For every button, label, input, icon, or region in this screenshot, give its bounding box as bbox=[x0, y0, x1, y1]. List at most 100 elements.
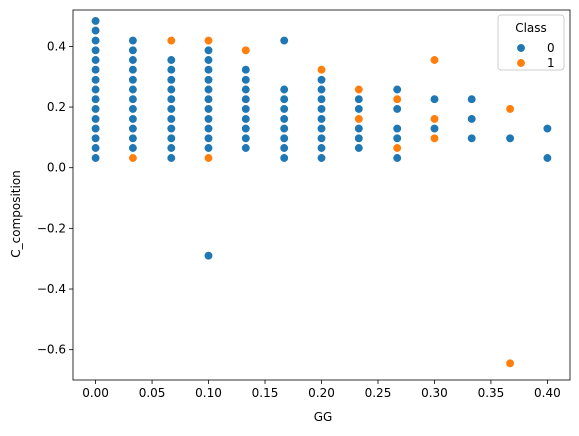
x-tick-label-3: 0.15 bbox=[252, 386, 279, 400]
data-point-class-0-55 bbox=[241, 94, 251, 104]
data-point-class-0-39 bbox=[203, 133, 214, 143]
data-point-class-0-27 bbox=[166, 153, 176, 163]
data-point-class-1-13 bbox=[505, 104, 515, 114]
data-point-class-0-28 bbox=[166, 143, 176, 153]
data-point-class-0-25 bbox=[128, 45, 138, 55]
data-point-class-0-80 bbox=[354, 104, 364, 114]
x-tick-label-5: 0.25 bbox=[365, 386, 392, 400]
legend-marker-class-0 bbox=[516, 43, 526, 53]
data-point-class-0-41 bbox=[203, 114, 214, 124]
data-point-class-0-89 bbox=[467, 133, 477, 143]
x-tick-label-4: 0.20 bbox=[308, 386, 335, 400]
data-point-class-0-78 bbox=[354, 133, 364, 143]
data-point-class-0-62 bbox=[279, 123, 289, 134]
data-point-class-1-10 bbox=[429, 55, 440, 65]
data-point-class-1-9 bbox=[392, 143, 402, 153]
data-point-class-0-93 bbox=[542, 153, 553, 163]
data-point-class-0-87 bbox=[429, 123, 440, 134]
data-point-class-1-12 bbox=[429, 133, 440, 143]
x-axis-label: GG bbox=[314, 410, 333, 424]
legend-marker-class-1 bbox=[516, 58, 526, 68]
x-tick-label-7: 0.35 bbox=[478, 386, 505, 400]
y-tick-label-1: −0.4 bbox=[37, 282, 66, 296]
data-point-class-0-81 bbox=[354, 94, 364, 104]
data-point-class-0-35 bbox=[166, 75, 176, 85]
data-point-class-1-11 bbox=[429, 114, 440, 124]
data-point-class-0-33 bbox=[166, 94, 176, 104]
y-tick-label-3: 0.0 bbox=[47, 161, 66, 175]
data-point-class-0-71 bbox=[316, 123, 327, 134]
data-point-class-0-26 bbox=[128, 35, 138, 46]
legend-label-class-0: 0 bbox=[547, 41, 555, 55]
data-point-class-0-86 bbox=[392, 84, 402, 95]
data-point-class-0-77 bbox=[354, 143, 364, 153]
data-point-class-0-82 bbox=[392, 153, 402, 163]
x-tick-label-8: 0.40 bbox=[534, 386, 561, 400]
data-point-class-0-50 bbox=[241, 143, 251, 153]
data-point-class-0-21 bbox=[128, 84, 138, 95]
data-point-class-0-8 bbox=[90, 75, 101, 85]
data-point-class-0-19 bbox=[128, 104, 138, 114]
data-point-class-0-9 bbox=[90, 65, 101, 75]
y-tick-label-4: 0.2 bbox=[47, 100, 66, 114]
data-point-class-0-5 bbox=[90, 104, 101, 114]
data-point-class-0-10 bbox=[90, 55, 101, 65]
data-point-class-0-88 bbox=[429, 94, 440, 104]
data-point-class-0-61 bbox=[279, 133, 289, 143]
data-point-class-0-42 bbox=[203, 104, 214, 114]
data-point-class-0-32 bbox=[166, 104, 176, 114]
data-point-class-0-18 bbox=[128, 114, 138, 124]
data-point-class-0-73 bbox=[316, 104, 327, 114]
data-point-class-0-57 bbox=[241, 75, 251, 85]
data-point-class-0-51 bbox=[241, 133, 251, 143]
data-point-class-0-58 bbox=[241, 65, 251, 75]
data-point-class-0-40 bbox=[203, 123, 214, 134]
data-point-class-0-70 bbox=[316, 133, 327, 143]
data-point-class-0-6 bbox=[90, 94, 101, 104]
data-point-class-0-13 bbox=[90, 25, 101, 36]
data-point-class-0-84 bbox=[392, 123, 402, 134]
data-point-class-0-20 bbox=[128, 94, 138, 104]
data-point-class-0-54 bbox=[241, 104, 251, 114]
data-point-class-0-31 bbox=[166, 114, 176, 124]
data-point-class-0-0 bbox=[90, 153, 101, 163]
data-point-class-0-38 bbox=[203, 143, 214, 153]
data-point-class-0-72 bbox=[316, 114, 327, 124]
y-tick-label-2: −0.2 bbox=[37, 221, 66, 235]
data-point-class-1-6 bbox=[354, 84, 364, 95]
x-tick-label-0: 0.00 bbox=[82, 386, 109, 400]
data-point-class-0-45 bbox=[203, 75, 214, 85]
x-tick-label-1: 0.05 bbox=[139, 386, 166, 400]
data-point-class-0-15 bbox=[128, 143, 138, 153]
data-point-class-0-48 bbox=[203, 45, 214, 55]
data-point-class-1-7 bbox=[354, 114, 364, 124]
data-point-class-1-2 bbox=[203, 35, 214, 46]
data-point-class-0-36 bbox=[166, 65, 176, 75]
data-point-class-1-1 bbox=[166, 35, 176, 46]
data-point-class-0-12 bbox=[90, 35, 101, 46]
data-point-class-0-3 bbox=[90, 123, 101, 134]
data-point-class-0-2 bbox=[90, 133, 101, 143]
data-point-class-0-37 bbox=[166, 55, 176, 65]
data-point-class-0-85 bbox=[392, 104, 402, 114]
data-point-class-0-52 bbox=[241, 123, 251, 134]
data-point-class-0-46 bbox=[203, 65, 214, 75]
data-point-class-0-91 bbox=[467, 94, 477, 104]
y-tick-label-0: −0.6 bbox=[37, 343, 66, 357]
data-point-class-0-66 bbox=[279, 84, 289, 95]
data-point-class-0-90 bbox=[467, 114, 477, 124]
data-point-class-0-23 bbox=[128, 65, 138, 75]
data-point-class-0-1 bbox=[90, 143, 101, 153]
data-point-class-1-0 bbox=[128, 153, 138, 163]
data-point-class-0-76 bbox=[316, 75, 327, 85]
data-point-class-0-7 bbox=[90, 84, 101, 95]
data-point-class-0-44 bbox=[203, 84, 214, 95]
data-point-class-0-43 bbox=[203, 94, 214, 104]
data-point-class-0-16 bbox=[128, 133, 138, 143]
data-point-class-0-14 bbox=[90, 16, 101, 26]
data-point-class-0-64 bbox=[279, 104, 289, 114]
data-point-class-0-59 bbox=[279, 153, 289, 163]
data-point-class-0-94 bbox=[542, 123, 553, 134]
